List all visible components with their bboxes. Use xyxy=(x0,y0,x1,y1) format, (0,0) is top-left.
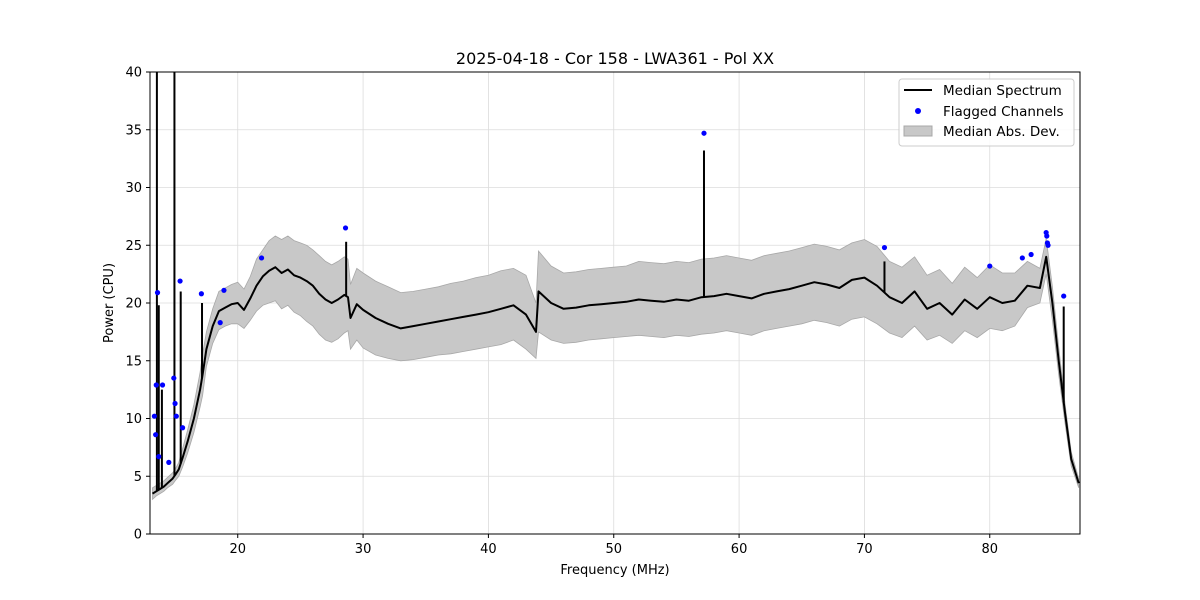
flagged-channel-point xyxy=(179,425,186,431)
x-tick-label: 40 xyxy=(480,542,497,557)
y-tick-label: 5 xyxy=(134,470,142,485)
flagged-channel-point xyxy=(177,278,183,284)
flagged-channel-point xyxy=(1019,255,1025,261)
flagged-channel-point xyxy=(173,413,179,419)
x-axis-label: Frequency (MHz) xyxy=(560,563,669,578)
flagged-channel-point xyxy=(1045,242,1051,248)
legend-flagged-label: Flagged Channels xyxy=(943,104,1064,120)
x-axis-ticks: 20 30 40 50 60 70 80 xyxy=(229,534,998,557)
y-axis-label: Power (CPU) xyxy=(102,263,117,343)
flagged-channel-point xyxy=(1028,251,1034,258)
x-tick-label: 20 xyxy=(229,542,246,557)
x-tick-label: 50 xyxy=(605,542,622,557)
flagged-channel-point xyxy=(217,320,223,326)
flagged-channel-point xyxy=(159,382,166,388)
y-tick-label: 20 xyxy=(125,297,142,312)
flagged-channel-point xyxy=(987,263,993,269)
y-tick-label: 0 xyxy=(134,528,142,543)
flagged-channel-point xyxy=(701,130,707,136)
flagged-channel-point xyxy=(258,255,265,261)
flagged-channel-point xyxy=(156,454,162,460)
flagged-channel-point xyxy=(342,225,349,231)
flagged-channel-point xyxy=(154,290,161,296)
flagged-channel-point xyxy=(153,432,159,438)
chart-title: 2025-04-18 - Cor 158 - LWA361 - Pol XX xyxy=(456,49,774,68)
y-tick-label: 10 xyxy=(125,412,142,427)
y-tick-label: 25 xyxy=(125,239,142,254)
x-tick-label: 30 xyxy=(355,542,372,557)
x-tick-label: 60 xyxy=(731,542,748,557)
flagged-points-group xyxy=(151,130,1067,465)
y-tick-label: 30 xyxy=(125,181,142,196)
mad-band-group xyxy=(152,235,1080,501)
flagged-channel-point xyxy=(166,459,172,465)
x-tick-label: 80 xyxy=(981,542,998,557)
legend-box xyxy=(898,78,1075,147)
legend-median-label: Median Spectrum xyxy=(943,83,1062,99)
y-axis-ticks: 0 5 10 15 20 25 30 35 40 xyxy=(125,66,150,543)
flagged-channel-point xyxy=(172,400,178,407)
y-tick-label: 15 xyxy=(125,354,142,369)
flagged-channel-point xyxy=(881,244,888,251)
flagged-channel-point xyxy=(221,287,227,293)
flagged-channel-point xyxy=(171,375,177,381)
legend-mad-label: Median Abs. Dev. xyxy=(943,124,1060,140)
flagged-channel-point xyxy=(153,382,159,388)
y-tick-label: 40 xyxy=(125,66,142,81)
x-tick-label: 70 xyxy=(856,542,873,557)
median-spectrum-line xyxy=(151,255,1080,495)
legend-mad-swatch xyxy=(903,125,933,137)
y-tick-label: 35 xyxy=(125,123,142,138)
flagged-channel-point xyxy=(198,291,204,297)
flagged-channel-point xyxy=(1044,233,1050,239)
mad-band xyxy=(152,235,1080,501)
legend-flagged-swatch xyxy=(915,108,921,114)
flagged-channel-point xyxy=(151,413,157,419)
legend: Median Spectrum Flagged Channels Median … xyxy=(898,78,1075,147)
flagged-channel-point xyxy=(1061,293,1067,299)
